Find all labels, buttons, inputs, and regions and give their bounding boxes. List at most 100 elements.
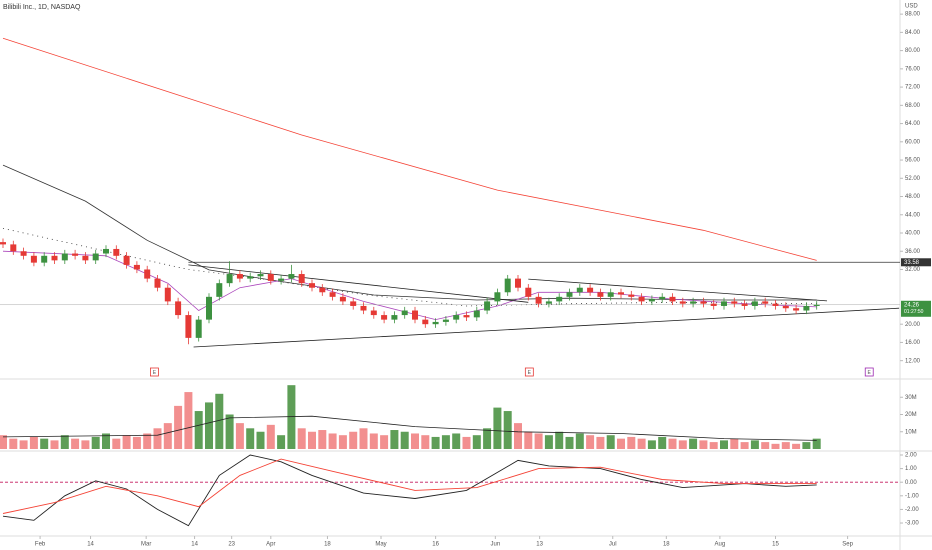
candle-body	[319, 287, 326, 293]
candle-body	[175, 301, 182, 316]
volume-bar	[606, 435, 615, 449]
candle-body	[350, 301, 357, 306]
trend-line	[528, 278, 828, 302]
candle-body	[473, 310, 480, 318]
candle-body	[731, 301, 738, 304]
candle-body	[216, 283, 223, 297]
candle-body	[236, 274, 243, 279]
countdown: 01:27:50	[904, 309, 924, 315]
candle-body	[690, 301, 697, 304]
y-tick-label: 30M	[905, 395, 917, 401]
candle-body	[803, 305, 810, 311]
candle-body	[61, 253, 68, 261]
x-tick-label: May	[375, 542, 386, 548]
volume-bar	[153, 428, 162, 449]
candle-body	[41, 255, 48, 263]
volume-bar	[287, 385, 296, 449]
volume-bar	[174, 405, 183, 449]
volume-bar	[586, 435, 595, 449]
earnings-marker	[864, 367, 874, 377]
candle-body	[92, 253, 99, 261]
volume-bar	[60, 435, 69, 449]
oscillator-line	[2, 454, 817, 527]
x-tick-label: Feb	[35, 542, 46, 548]
earnings-marker	[524, 367, 534, 377]
volume-bar	[359, 428, 368, 449]
volume-bar	[205, 402, 213, 449]
candle-body	[278, 278, 285, 281]
candle-body	[0, 242, 6, 245]
x-tick-label: 13	[536, 542, 543, 548]
volume-bar	[421, 435, 430, 449]
trend-line	[188, 264, 529, 303]
candle-body	[422, 319, 429, 325]
y-tick-label: -3.00	[905, 521, 919, 527]
candle-body	[51, 255, 58, 261]
last-price-box	[901, 300, 931, 317]
candle-body	[793, 308, 800, 311]
y-tick-label: -1.00	[905, 493, 919, 499]
earnings-label: E	[528, 370, 532, 376]
volume-bar	[380, 435, 389, 449]
candle-body	[700, 301, 707, 304]
volume-bar	[802, 442, 811, 449]
volume-bar	[29, 436, 38, 449]
volume-bar	[235, 423, 244, 449]
volume-bar	[122, 435, 131, 449]
level-label: 33.58	[904, 260, 920, 266]
volume-bar	[720, 440, 728, 449]
candle-body	[195, 319, 202, 338]
y-tick-label: 72.00	[905, 85, 921, 91]
candle-body	[556, 296, 563, 302]
volume-bar	[143, 433, 152, 449]
candle-body	[226, 274, 233, 284]
candle-body	[494, 292, 501, 302]
volume-bar	[524, 431, 533, 449]
volume-bar	[555, 431, 564, 449]
candle-body	[669, 296, 676, 302]
candle-body	[721, 301, 727, 306]
y-tick-label: 64.00	[905, 121, 921, 127]
candle-body	[164, 287, 171, 302]
candle-body	[133, 264, 140, 270]
candle-body	[298, 274, 305, 284]
volume-bar	[483, 428, 492, 449]
candle-body	[82, 255, 89, 261]
earnings-label: E	[868, 370, 872, 376]
candle-body	[370, 310, 377, 316]
volume-bar	[658, 436, 667, 449]
y-tick-label: 44.00	[905, 212, 921, 218]
y-tick-label: 32.00	[905, 267, 921, 273]
volume-bar	[184, 392, 193, 449]
candle-body	[587, 287, 594, 293]
candle-body	[741, 303, 748, 306]
candle-body	[442, 319, 449, 322]
candle-body	[515, 278, 521, 288]
candle-body	[618, 292, 624, 295]
volume-bar	[534, 433, 543, 449]
x-tick-label: 23	[228, 542, 235, 548]
volume-bar	[81, 440, 90, 449]
volume-bar	[277, 435, 286, 449]
y-tick-label: 80.00	[905, 48, 921, 54]
candle-body	[123, 255, 130, 265]
candle-body	[628, 294, 635, 297]
volume-bar	[338, 435, 347, 449]
y-tick-label: 10M	[905, 429, 917, 435]
candle-body	[154, 278, 161, 288]
volume-bar	[565, 436, 574, 449]
candle-body	[751, 301, 758, 306]
volume-bar	[472, 435, 481, 449]
volume-bar	[792, 443, 801, 449]
y-tick-label: 60.00	[905, 139, 921, 145]
candle-body	[782, 305, 789, 309]
volume-ma	[2, 415, 817, 441]
x-tick-label: Sep	[842, 542, 853, 548]
y-tick-label: 20.00	[905, 322, 921, 328]
volume-bar	[400, 431, 409, 449]
volume-bar	[781, 442, 790, 449]
volume-bar	[411, 433, 419, 449]
candle-body	[20, 251, 27, 256]
